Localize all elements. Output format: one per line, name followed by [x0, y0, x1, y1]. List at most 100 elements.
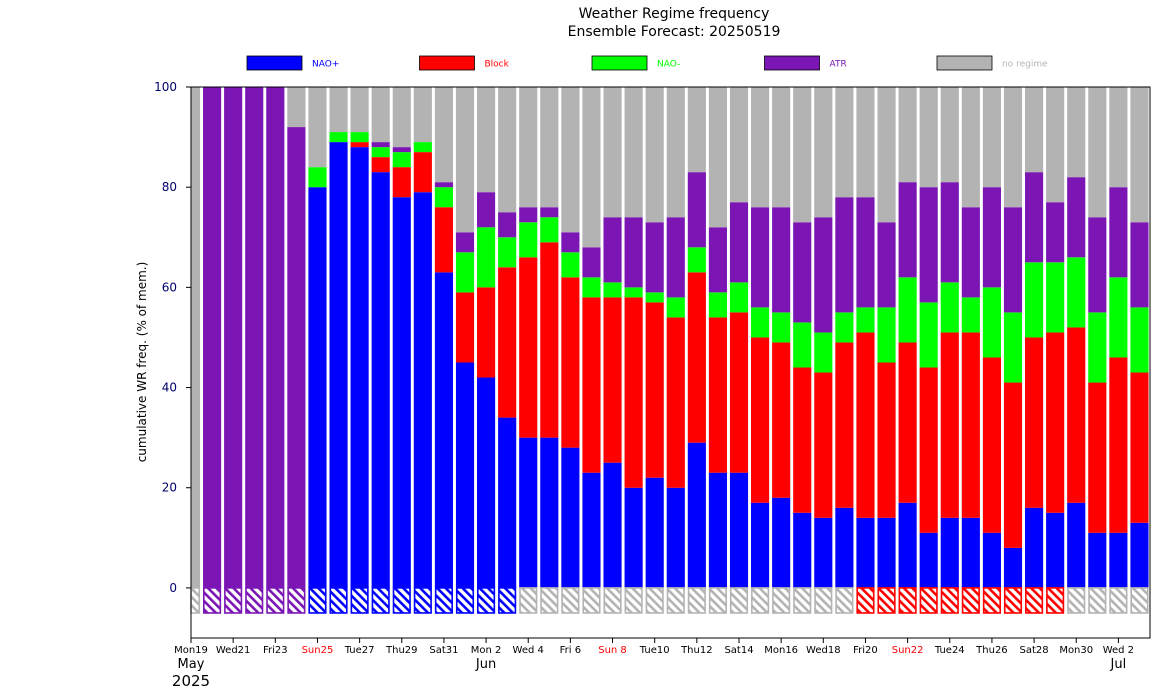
chart-title: Weather Regime frequency — [579, 6, 770, 22]
x-tick-label: Wed21 — [216, 645, 251, 656]
bar-segment-block — [582, 297, 601, 473]
bar-segment-nao- — [645, 477, 664, 588]
month-label: Jun — [475, 657, 496, 672]
bar-segment-atr — [919, 187, 938, 303]
bar-segment-atr — [708, 227, 727, 293]
x-tick-label: Sun22 — [892, 645, 924, 656]
bar-segment-nao- — [772, 497, 791, 588]
dominant-regime-box — [519, 587, 538, 614]
x-tick-label: Mon30 — [1059, 645, 1093, 656]
bar-segment-atr — [687, 172, 706, 248]
x-tick-label: Thu29 — [385, 645, 418, 656]
dominant-regime-box — [687, 587, 706, 614]
bar-segment-nao- — [982, 287, 1001, 358]
legend-label: NAO- — [657, 60, 680, 70]
bar-segment-no-regime — [191, 87, 201, 588]
bar-segment-nao- — [350, 132, 369, 143]
x-tick-label: Sat31 — [429, 645, 458, 656]
bar-segment-nao- — [624, 487, 643, 588]
bar-segment-nao- — [434, 187, 453, 208]
bar-segment-nao- — [582, 277, 601, 298]
bar-segment-no-regime — [413, 87, 432, 143]
bar-segment-block — [477, 287, 496, 378]
bar-segment-atr — [203, 87, 222, 588]
x-tick-label: Wed 2 — [1103, 645, 1134, 656]
dominant-regime-box — [645, 587, 664, 614]
bar-segment-nao- — [1130, 522, 1149, 588]
bar-segment-block — [371, 157, 390, 173]
dominant-regime-box — [793, 587, 812, 614]
bar-segment-nao- — [329, 142, 348, 588]
dominant-regime-box — [1025, 587, 1044, 614]
bar-segment-atr — [1109, 187, 1128, 278]
bar-segment-nao- — [498, 237, 517, 268]
bar-segment-block — [498, 267, 517, 418]
bar-segment-no-regime — [1088, 87, 1107, 218]
bar-segment-nao- — [371, 147, 390, 158]
x-axis: Mon19 Wed21 Fri23 Sun25 Tue27 Thu29 Sat31 Mon 2… — [172, 638, 1134, 690]
bar-segment-nao- — [1003, 547, 1023, 588]
bar-segment-block — [729, 312, 749, 473]
bar-segment-nao- — [498, 417, 517, 588]
bar-segment-no-regime — [329, 87, 348, 133]
bar-segment-atr — [603, 217, 622, 283]
dominant-regime-box — [224, 587, 243, 614]
bar-segment-no-regime — [624, 87, 643, 218]
bar-segment-no-regime — [287, 87, 306, 128]
x-tick-label: Sun25 — [302, 645, 334, 656]
bar-segment-nao- — [940, 517, 959, 588]
x-tick-label: Fri23 — [263, 645, 288, 656]
y-tick-label: 0 — [169, 581, 177, 595]
dominant-regime-box — [266, 587, 285, 614]
dominant-regime-box — [729, 587, 749, 614]
bar-segment-block — [519, 257, 538, 438]
x-tick-label: Fri20 — [853, 645, 878, 656]
bar-segment-nao- — [1130, 307, 1149, 373]
bar-segment-no-regime — [392, 87, 411, 148]
bar-segment-nao- — [434, 272, 453, 588]
x-tick-label: Mon19 — [174, 645, 208, 656]
bar-segment-atr — [982, 187, 1001, 288]
bar-segment-nao- — [708, 472, 727, 588]
bar-segment-no-regime — [1109, 87, 1128, 188]
bar-segment-block — [708, 317, 727, 473]
plot-frame — [190, 86, 1151, 639]
bar-segment-no-regime — [1025, 87, 1044, 173]
bar-segment-nao- — [645, 292, 664, 303]
bar-segment-block — [814, 372, 833, 518]
bar-segment-atr — [877, 222, 896, 308]
y-tick-label: 20 — [162, 481, 177, 495]
bar-segment-nao- — [1067, 502, 1086, 588]
bar-segment-nao- — [582, 472, 601, 588]
bar-segment-no-regime — [645, 87, 664, 223]
dominant-regime-box — [1088, 587, 1107, 614]
bar-segment-no-regime — [603, 87, 622, 218]
bar-segment-no-regime — [561, 87, 580, 233]
bar-segment-atr — [1003, 207, 1023, 313]
bar-segment-no-regime — [434, 87, 453, 183]
dominant-regime-box — [287, 587, 306, 614]
y-axis: 0 20 40 60 80 100 — [154, 80, 191, 595]
bar-segment-nao- — [814, 332, 833, 373]
bar-segment-no-regime — [835, 87, 854, 198]
bar-segment-atr — [224, 87, 243, 588]
bar-segment-no-regime — [1067, 87, 1086, 178]
bar-segment-no-regime — [961, 87, 980, 208]
y-tick-label: 40 — [162, 381, 177, 395]
legend-label: ATR — [830, 60, 847, 70]
bar-segment-atr — [1067, 177, 1086, 258]
bar-segment-nao- — [561, 252, 580, 278]
legend-label: Block — [485, 60, 510, 70]
bar-segment-block — [961, 332, 980, 518]
bar-segment-block — [940, 332, 959, 518]
bar-segment-nao- — [835, 507, 854, 588]
bar-segment-nao- — [540, 437, 559, 588]
y-tick-label: 80 — [162, 180, 177, 194]
dominant-regime-box — [455, 587, 475, 614]
month-label: Jul — [1110, 657, 1127, 672]
y-tick-label: 60 — [162, 280, 177, 294]
x-tick-label: Mon16 — [764, 645, 798, 656]
bar-segment-nao- — [561, 447, 580, 588]
bar-segment-atr — [540, 207, 559, 218]
bar-segment-nao- — [687, 442, 706, 588]
